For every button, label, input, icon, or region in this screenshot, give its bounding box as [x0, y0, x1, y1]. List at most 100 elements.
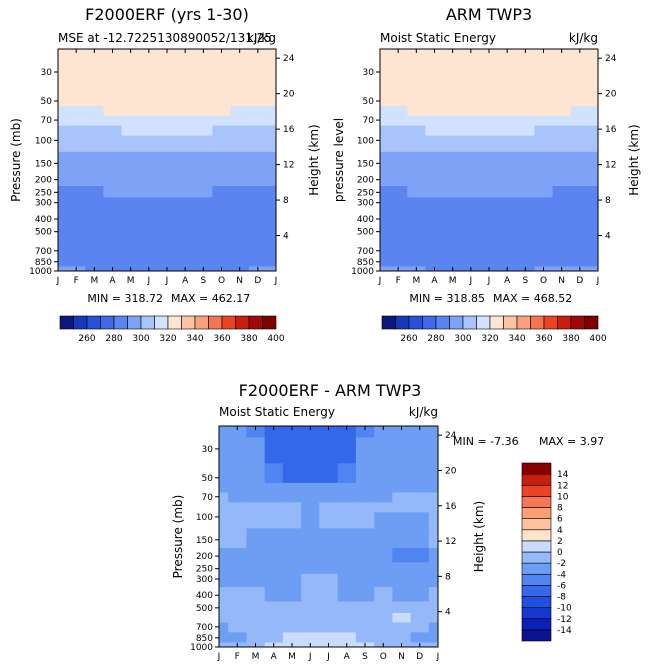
field-cell — [176, 246, 195, 257]
colorbar-box — [521, 596, 552, 608]
field-cell — [230, 246, 250, 257]
colorbar-box — [521, 551, 552, 564]
field-cell — [58, 49, 68, 62]
field-cell — [588, 49, 598, 62]
field-cell — [355, 482, 375, 494]
colorbar-label: 400 — [267, 334, 284, 344]
field-cell — [319, 502, 339, 513]
field-cell — [248, 86, 268, 107]
field-cell — [410, 587, 430, 603]
field-cell — [212, 115, 232, 127]
field-cell — [410, 463, 430, 484]
field-cell — [516, 186, 536, 199]
field-cell — [443, 86, 463, 107]
field-cell — [428, 622, 438, 633]
field-cell — [103, 151, 123, 173]
field-cell — [443, 210, 463, 226]
field-cell — [248, 236, 268, 247]
y-tick-label: 70 — [363, 116, 375, 126]
y-tick-label: 300 — [357, 199, 374, 209]
y-tick-label: 500 — [357, 228, 374, 238]
field-cell — [58, 236, 68, 247]
field-cell — [461, 115, 481, 127]
field-cell — [588, 171, 598, 187]
field-cell — [461, 86, 481, 107]
colorbar-label: 4 — [557, 526, 563, 536]
x-tick-label: D — [254, 276, 261, 286]
field-cell — [588, 246, 598, 257]
field-cell — [588, 197, 598, 212]
field-cell — [194, 210, 214, 226]
field-cell — [570, 225, 590, 238]
field-cell — [516, 86, 536, 107]
field-cell — [380, 236, 390, 247]
field-cell — [337, 528, 357, 549]
field-cell — [219, 528, 229, 549]
max-label: MAX = 462.17 — [171, 292, 250, 305]
field-cell — [355, 562, 375, 575]
x-tick-label: N — [236, 276, 243, 286]
field-cell — [301, 463, 320, 484]
field-cell — [319, 573, 339, 588]
field-cell — [552, 246, 572, 257]
x-tick-label: J — [436, 652, 440, 662]
colorbar-box — [262, 315, 277, 330]
y-tick-label: 150 — [35, 159, 52, 169]
field-cell — [266, 106, 276, 117]
field-cell — [355, 622, 375, 633]
x-tick-label: S — [200, 276, 206, 286]
field-cell — [498, 115, 517, 127]
field-cell — [392, 632, 412, 643]
colorbar-box — [181, 315, 196, 330]
field-cell — [194, 125, 214, 137]
field-cell — [389, 225, 408, 238]
field-cell — [176, 135, 195, 153]
field-cell — [498, 86, 517, 107]
field-cell — [301, 562, 320, 575]
field-cell — [389, 49, 408, 62]
field-cell — [230, 151, 250, 173]
x-tick-label: F — [396, 276, 401, 286]
field-cell — [58, 115, 68, 127]
field-cell — [67, 225, 86, 238]
y-tick-label: 50 — [363, 97, 375, 107]
field-cell — [219, 642, 229, 647]
x-tick-label: M — [288, 652, 296, 662]
field-cell — [428, 632, 438, 643]
field-cell — [246, 437, 266, 464]
field-cell — [230, 256, 250, 267]
field-cell — [570, 197, 590, 212]
field-cell — [301, 528, 320, 549]
field-cell — [428, 512, 438, 529]
field-cell — [319, 622, 339, 633]
field-cell — [157, 106, 177, 117]
field-cell — [498, 236, 517, 247]
field-cell — [194, 256, 214, 267]
field-cell — [246, 492, 266, 503]
field-cell — [230, 210, 250, 226]
field-cell — [266, 236, 276, 247]
field-cell — [67, 60, 86, 88]
field-cell — [282, 482, 302, 494]
field-cell — [319, 482, 339, 494]
field-cell — [319, 492, 339, 503]
field-cell — [319, 512, 339, 529]
field-cell — [67, 197, 86, 212]
field-cell — [479, 115, 499, 127]
field-cell — [176, 256, 195, 267]
field-cell — [374, 632, 393, 643]
colorbar-box — [476, 315, 491, 330]
field-cell — [461, 197, 481, 212]
field-cell — [301, 492, 320, 503]
field-cell — [425, 49, 445, 62]
field-cell — [516, 125, 536, 137]
field-cell — [552, 236, 572, 247]
field-cell — [248, 210, 268, 226]
field-cell — [264, 528, 284, 549]
field-cell — [552, 210, 572, 226]
field-cell — [498, 151, 517, 173]
x-tick-label: N — [558, 276, 565, 286]
x-tick-label: J — [56, 276, 60, 286]
field-cell — [407, 60, 427, 88]
field-cell — [355, 573, 375, 588]
